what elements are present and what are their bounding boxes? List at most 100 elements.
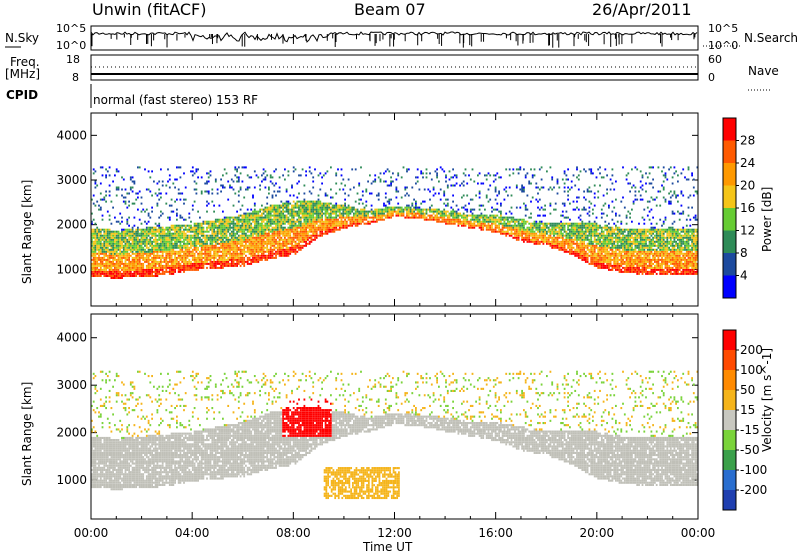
velocity-cell xyxy=(145,434,148,437)
velocity-cell xyxy=(237,466,240,469)
power-cell xyxy=(92,272,95,275)
velocity-cell xyxy=(181,439,184,442)
power-cell xyxy=(114,272,116,275)
velocity-cell xyxy=(174,456,176,459)
velocity-cell xyxy=(170,479,173,482)
velocity-cell xyxy=(108,449,111,452)
velocity-cell xyxy=(135,460,138,463)
velocity-cell xyxy=(191,475,194,478)
power-cell xyxy=(183,266,185,269)
power-cell xyxy=(163,264,166,267)
power-cell xyxy=(170,210,173,213)
velocity-cell xyxy=(177,447,180,450)
power-cell xyxy=(236,226,238,229)
velocity-cell xyxy=(195,441,198,444)
power-cell xyxy=(183,172,185,175)
power-cell xyxy=(142,262,145,265)
velocity-cell xyxy=(236,451,238,454)
velocity-cell xyxy=(229,464,231,467)
power-cell xyxy=(168,268,171,271)
velocity-cell xyxy=(255,466,258,469)
power-cell xyxy=(92,242,95,245)
power-cell xyxy=(218,236,221,239)
power-cell xyxy=(246,248,249,251)
velocity-cell xyxy=(105,468,107,471)
velocity-cell xyxy=(156,481,159,484)
velocity-cell xyxy=(110,475,113,478)
velocity-cell xyxy=(167,466,169,469)
velocity-cell xyxy=(248,462,251,465)
velocity-cell xyxy=(163,466,166,469)
power-cell xyxy=(106,228,109,231)
velocity-cell xyxy=(193,475,196,478)
velocity-cell xyxy=(128,439,130,442)
velocity-cell xyxy=(179,439,182,442)
velocity-cell xyxy=(181,477,184,480)
velocity-cell xyxy=(154,479,157,482)
power-cell xyxy=(253,222,256,225)
velocity-cell xyxy=(158,451,161,454)
power-cell xyxy=(105,252,107,255)
power-cell xyxy=(144,230,146,233)
velocity-cell xyxy=(92,377,95,380)
velocity-cell xyxy=(206,407,208,410)
velocity-cell xyxy=(110,451,113,454)
velocity-cell xyxy=(227,449,230,452)
power-cell xyxy=(167,260,169,263)
velocity-cell xyxy=(222,464,224,467)
power-cell xyxy=(142,246,145,249)
power-cell xyxy=(170,236,173,239)
power-cell xyxy=(191,244,194,247)
power-cell xyxy=(179,242,182,245)
velocity-cell xyxy=(119,441,122,444)
velocity-cell xyxy=(176,445,178,448)
velocity-cell xyxy=(117,462,120,465)
power-cell xyxy=(158,238,161,241)
velocity-cell xyxy=(124,464,127,467)
power-cell xyxy=(129,272,132,275)
power-cell xyxy=(99,166,102,169)
velocity-cell xyxy=(91,445,93,448)
power-cell xyxy=(206,200,208,203)
velocity-cell xyxy=(101,370,104,373)
power-cell xyxy=(225,244,228,247)
freq-strip-frame xyxy=(90,54,699,81)
velocity-cell xyxy=(199,475,201,478)
velocity-cell xyxy=(252,400,254,403)
velocity-cell xyxy=(177,462,180,465)
velocity-cell xyxy=(188,439,191,442)
power-cell xyxy=(135,268,138,271)
power-cell xyxy=(172,226,175,229)
power-cell xyxy=(253,252,256,255)
power-cell xyxy=(245,232,247,235)
power-cell xyxy=(172,252,175,255)
velocity-cell xyxy=(151,471,153,474)
velocity-cell xyxy=(197,471,199,474)
power-cell xyxy=(144,268,146,271)
velocity-cell xyxy=(218,447,221,450)
velocity-cell xyxy=(151,436,153,439)
power-cell xyxy=(106,230,109,233)
power-cell xyxy=(232,242,235,245)
power-cell xyxy=(250,230,253,233)
velocity-cell xyxy=(110,483,113,486)
power-cell xyxy=(126,272,129,275)
velocity-cell xyxy=(167,447,169,450)
velocity-cell xyxy=(115,454,118,457)
velocity-cell xyxy=(161,479,164,482)
velocity-cell xyxy=(147,439,150,442)
velocity-cell xyxy=(103,473,106,476)
power-cell xyxy=(108,250,111,253)
power-cell xyxy=(161,232,164,235)
velocity-cell xyxy=(158,466,161,469)
power-cell xyxy=(214,242,217,245)
velocity-cell xyxy=(223,428,226,431)
velocity-cell xyxy=(98,445,100,448)
power-cell xyxy=(243,248,246,251)
velocity-cell xyxy=(140,445,143,448)
velocity-cell xyxy=(195,451,198,454)
velocity-cell xyxy=(230,434,233,437)
velocity-cell xyxy=(183,436,185,439)
velocity-cell xyxy=(133,458,136,461)
velocity-cell xyxy=(243,447,246,450)
